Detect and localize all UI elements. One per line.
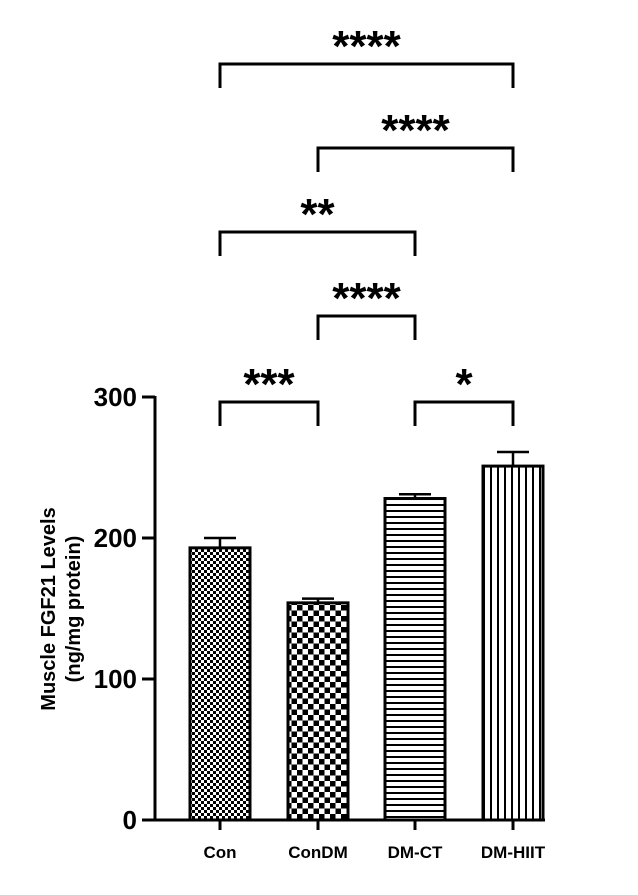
x-axis: Con ConDM DM-CT DM-HIIT xyxy=(153,818,546,862)
y-axis: 0 100 200 300 xyxy=(94,382,157,835)
y-tick-label: 300 xyxy=(94,382,137,412)
x-tick-label: ConDM xyxy=(288,843,347,862)
y-axis-title-line1: Muscle FGF21 Levels xyxy=(38,507,60,710)
significance-brackets: *** *************** xyxy=(218,22,515,426)
x-tick-label: Con xyxy=(203,843,236,862)
significance-label: *** xyxy=(243,360,295,409)
significance-label: **** xyxy=(332,274,401,323)
significance-label: ** xyxy=(300,190,335,239)
y-axis-title: Muscle FGF21 Levels (ng/mg protein) xyxy=(38,507,85,710)
significance-bracket xyxy=(218,62,515,88)
significance-bracket xyxy=(218,400,320,426)
significance-bracket xyxy=(218,230,417,256)
x-tick-label: DM-HIIT xyxy=(481,843,546,862)
bar-condm xyxy=(286,601,350,822)
y-axis-title-line2: (ng/mg protein) xyxy=(63,536,85,683)
x-tick-label: DM-CT xyxy=(388,843,443,862)
significance-label: * xyxy=(455,360,473,409)
bar-dm-ct xyxy=(383,497,447,822)
significance-label: **** xyxy=(381,106,450,155)
error-bars xyxy=(204,450,529,603)
bars xyxy=(188,464,545,822)
bar-dm-hiit xyxy=(481,464,545,822)
significance-bracket xyxy=(413,400,515,426)
significance-label: **** xyxy=(332,22,401,71)
y-tick-label: 200 xyxy=(94,523,137,553)
bar-con xyxy=(188,546,252,822)
significance-bracket xyxy=(316,314,417,340)
significance-bracket xyxy=(316,146,515,172)
y-tick-label: 0 xyxy=(123,805,137,835)
y-tick-label: 100 xyxy=(94,664,137,694)
